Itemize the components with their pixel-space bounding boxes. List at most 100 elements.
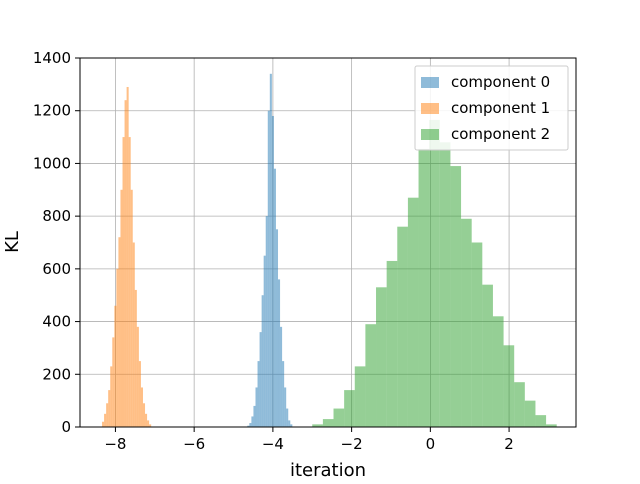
series-0 [247, 73, 293, 428]
x-tick-label: −2 [341, 435, 363, 453]
histogram-bar [116, 268, 119, 427]
x-tick-label: −4 [262, 435, 284, 453]
histogram-bar [312, 424, 323, 427]
histogram-bar [251, 416, 254, 427]
histogram-bar [386, 260, 398, 427]
histogram-bar [429, 119, 440, 428]
histogram-bar [407, 197, 419, 427]
y-tick-label: 800 [42, 207, 71, 225]
histogram-bar [461, 218, 472, 427]
bars [102, 73, 557, 428]
histogram-bar [503, 345, 515, 427]
series-1 [102, 86, 152, 428]
histogram-bar [102, 421, 105, 427]
legend: component 0 component 1 component 2 [414, 65, 569, 151]
histogram-bar [471, 242, 483, 427]
x-axis-label: iteration [290, 460, 366, 480]
y-tick-label: 1400 [33, 49, 71, 67]
histogram-bar [124, 100, 127, 428]
histogram-bar [147, 420, 150, 427]
ticks: −8 −6 −4 −2 0 2 0 200 400 600 800 1000 1200 1400 [33, 49, 514, 453]
histogram-bar [136, 326, 139, 427]
y-axis-label: KL [2, 231, 23, 253]
histogram-bar [535, 415, 547, 427]
y-tick-label: 1200 [33, 102, 71, 120]
histogram-bar [257, 361, 260, 427]
histogram-bar [376, 287, 387, 427]
histogram-bar [280, 326, 283, 427]
y-tick-label: 200 [42, 365, 71, 383]
histogram-bar [112, 337, 115, 427]
y-tick-label: 1000 [33, 154, 71, 172]
histogram-bar [418, 148, 430, 428]
histogram-bar [122, 137, 125, 428]
legend-swatch [421, 129, 439, 140]
histogram-bar [524, 400, 536, 427]
histogram-bar [439, 142, 451, 428]
histogram-bar [249, 423, 252, 427]
histogram-bar [282, 361, 285, 427]
histogram-bar [255, 387, 258, 427]
histogram-bar [149, 424, 152, 427]
x-tick-label: 2 [504, 435, 514, 453]
histogram-bar [514, 382, 525, 427]
histogram-bar [288, 420, 291, 427]
histogram-bar [278, 279, 281, 427]
histogram-bar [247, 425, 250, 427]
histogram-bar [269, 73, 272, 428]
histogram-bar [140, 387, 143, 427]
histogram-bar [354, 366, 366, 427]
histogram-bar [138, 361, 141, 427]
y-tick-label: 400 [42, 313, 71, 331]
plot-frame [79, 57, 577, 428]
histogram-bar [275, 229, 279, 427]
legend-swatch [421, 103, 439, 114]
histogram-bar [120, 189, 123, 427]
x-tick-label: −8 [104, 435, 126, 453]
histogram-bar [134, 289, 137, 427]
histogram-bar [286, 408, 289, 427]
histogram-bar [132, 242, 135, 427]
histogram-bar [110, 366, 113, 427]
histogram-bar [126, 86, 129, 427]
histogram-bar [142, 403, 146, 427]
histogram-bar [333, 408, 345, 427]
histogram-bar [108, 390, 111, 427]
histogram-bar [253, 405, 256, 427]
histogram-bar [106, 403, 109, 427]
legend-box [414, 65, 569, 151]
legend-label: component 0 [451, 73, 550, 91]
series-2 [312, 119, 557, 428]
legend-label: component 1 [451, 99, 550, 117]
y-tick-label: 0 [61, 418, 71, 436]
histogram-bar [118, 237, 121, 427]
histogram-bar [145, 413, 148, 427]
histogram-bar [104, 413, 107, 427]
histogram-bar [290, 424, 293, 427]
histogram-bar [263, 255, 266, 427]
histogram-bar [259, 332, 262, 427]
histogram-bar [267, 110, 270, 427]
histogram-bar [271, 115, 274, 427]
histogram-bar [492, 316, 504, 427]
y-tick-label: 600 [42, 260, 71, 278]
legend-label: component 2 [451, 125, 550, 143]
histogram-bar [322, 419, 334, 427]
histogram-bar [130, 189, 133, 427]
histogram-bar [344, 390, 355, 427]
histogram-bar [128, 137, 131, 428]
histogram-bar [450, 166, 462, 428]
x-tick-label: 0 [426, 435, 436, 453]
histogram-bar [284, 387, 287, 427]
histogram-bar [546, 424, 557, 427]
histogram-bar [273, 168, 276, 427]
histogram-bar [114, 305, 117, 427]
histogram-bar [482, 284, 493, 427]
x-tick-label: −6 [183, 435, 205, 453]
histogram-bar [365, 324, 377, 427]
legend-swatch [421, 77, 439, 88]
histogram-bar [397, 226, 408, 427]
histogram-bar [265, 216, 268, 427]
